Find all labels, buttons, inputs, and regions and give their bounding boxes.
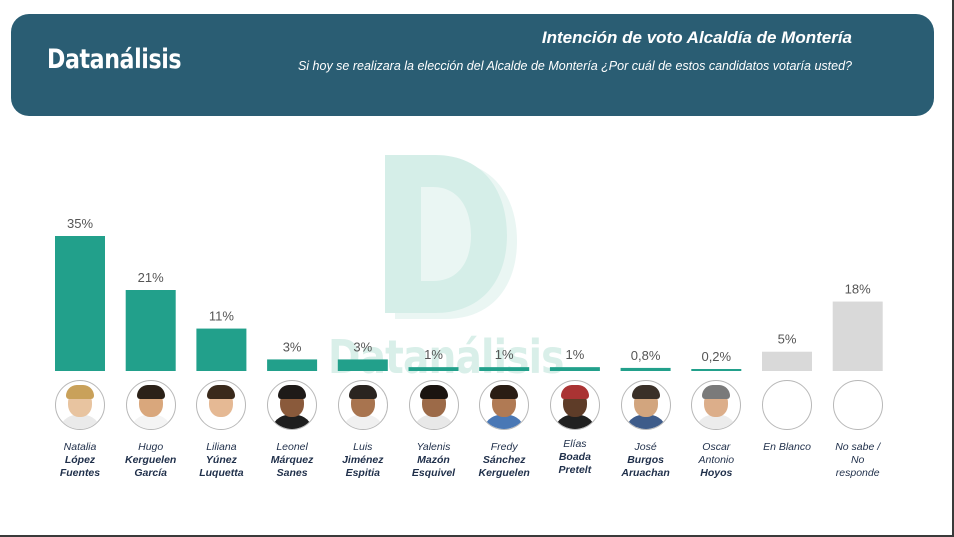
empty-photo-circle <box>762 380 812 430</box>
candidate-name-7: Fredy Sánchez Kerguelen <box>461 441 547 480</box>
data-label-5: 3% <box>353 339 372 354</box>
candidate-name-8: Elías Boada Pretelt <box>532 438 618 477</box>
candidate-name-3: Liliana Yúnez Luquetta <box>178 441 264 480</box>
candidate-surname-1: Márquez <box>270 454 314 466</box>
bar-11 <box>762 351 812 371</box>
candidate-surname-2: Luquetta <box>199 467 244 479</box>
candidate-first-name: Hugo <box>138 441 164 453</box>
watermark-d-logo <box>385 155 517 319</box>
bar-12 <box>832 301 883 371</box>
data-label-2: 21% <box>138 270 164 285</box>
data-label-9: 0,8% <box>631 348 661 363</box>
candidate-surname-1: Mazón <box>417 454 450 466</box>
candidate-name-6: Yalenis Mazón Esquivel <box>391 441 477 480</box>
bar-1 <box>55 236 105 371</box>
candidate-surname-1: Yúnez <box>205 454 237 466</box>
bar-4 <box>267 359 318 371</box>
chart-title: Intención de voto Alcaldía de Montería <box>541 28 852 47</box>
candidate-surname-1: Sánchez <box>482 454 526 466</box>
candidate-photo <box>549 380 600 430</box>
candidate-photo <box>691 380 742 430</box>
bar-2 <box>125 290 176 371</box>
empty-photo-circle <box>832 380 883 430</box>
data-label-3: 11% <box>209 309 234 324</box>
candidate-surname-2: responde <box>835 467 880 479</box>
bar-3 <box>196 328 247 371</box>
candidate-first-name: Luis <box>353 441 373 453</box>
candidate-photo <box>267 380 318 430</box>
bar-8 <box>549 367 600 371</box>
candidate-photo <box>620 380 671 430</box>
candidate-photo <box>408 380 459 430</box>
candidate-surname-1: Burgos <box>627 454 664 466</box>
data-label-11: 5% <box>778 332 797 347</box>
candidate-surname-1: López <box>64 454 96 466</box>
data-label-7: 1% <box>495 347 514 362</box>
candidate-name-10: Oscar Antonio Hoyos <box>673 441 759 480</box>
candidate-surname-2: Esquivel <box>411 467 456 479</box>
bar-6 <box>408 367 459 371</box>
bar-5 <box>337 359 388 371</box>
candidate-name-4: Leonel Márquez Sanes <box>249 441 335 480</box>
candidate-first-name: Oscar <box>702 441 731 453</box>
candidate-surname-1: No <box>850 454 865 466</box>
candidate-first-name: Leonel <box>276 441 308 453</box>
candidate-surname-1: Boada <box>558 451 591 463</box>
candidate-name-11: En Blanco <box>744 441 830 454</box>
candidate-name-12: No sabe / No responde <box>815 441 901 480</box>
candidate-photo <box>125 380 176 430</box>
candidate-photo <box>55 380 105 430</box>
watermark-text: Datanálisis <box>328 330 564 384</box>
data-label-1: 35% <box>67 216 93 231</box>
candidate-photo <box>337 380 388 430</box>
candidate-surname-2: Aruachan <box>621 467 670 479</box>
candidate-surname-2: Fuentes <box>59 467 101 479</box>
bar-9 <box>620 367 671 371</box>
candidate-surname-2: Kerguelen <box>478 467 530 479</box>
chart-subtitle: Si hoy se realizara la elección del Alca… <box>297 59 852 73</box>
candidate-first-name: Fredy <box>490 441 518 453</box>
candidate-surname-2: Espitia <box>345 467 381 479</box>
header-banner: Datanálisis Intención de voto Alcaldía d… <box>11 14 934 116</box>
candidate-name-1: Natalia López Fuentes <box>37 441 123 480</box>
candidate-surname-2: Hoyos <box>700 467 733 479</box>
candidate-first-name: No sabe / <box>835 441 881 453</box>
candidate-surname-2: Pretelt <box>558 464 592 476</box>
data-label-10: 0,2% <box>701 349 731 364</box>
candidate-name-5: Luis Jiménez Espitia <box>320 441 406 480</box>
candidate-photo <box>479 380 530 430</box>
candidate-name-2: Hugo Kerguelen García <box>108 441 194 480</box>
candidate-first-name: Yalenis <box>416 441 451 453</box>
candidate-surname-1: Antonio <box>698 454 735 466</box>
brand-logo: Datanálisis <box>47 44 182 75</box>
candidate-first-name: Elías <box>563 438 587 450</box>
bar-7 <box>479 367 530 371</box>
candidate-name-9: José Burgos Aruachan <box>603 441 689 480</box>
candidate-surname-2: Sanes <box>276 467 308 479</box>
candidate-surname-1: Kerguelen <box>125 454 177 466</box>
candidate-first-name: Liliana <box>206 441 237 453</box>
data-label-12: 18% <box>845 282 871 297</box>
candidate-first-name: José <box>634 441 657 453</box>
candidate-first-name: Natalia <box>63 441 97 453</box>
candidate-photo <box>196 380 247 430</box>
data-label-4: 3% <box>283 339 302 354</box>
candidate-surname-2: García <box>134 467 168 479</box>
data-label-6: 1% <box>424 347 443 362</box>
data-label-8: 1% <box>566 347 585 362</box>
candidate-first-name: En Blanco <box>763 441 811 453</box>
bar-10 <box>691 369 742 371</box>
candidate-surname-1: Jiménez <box>342 454 384 466</box>
